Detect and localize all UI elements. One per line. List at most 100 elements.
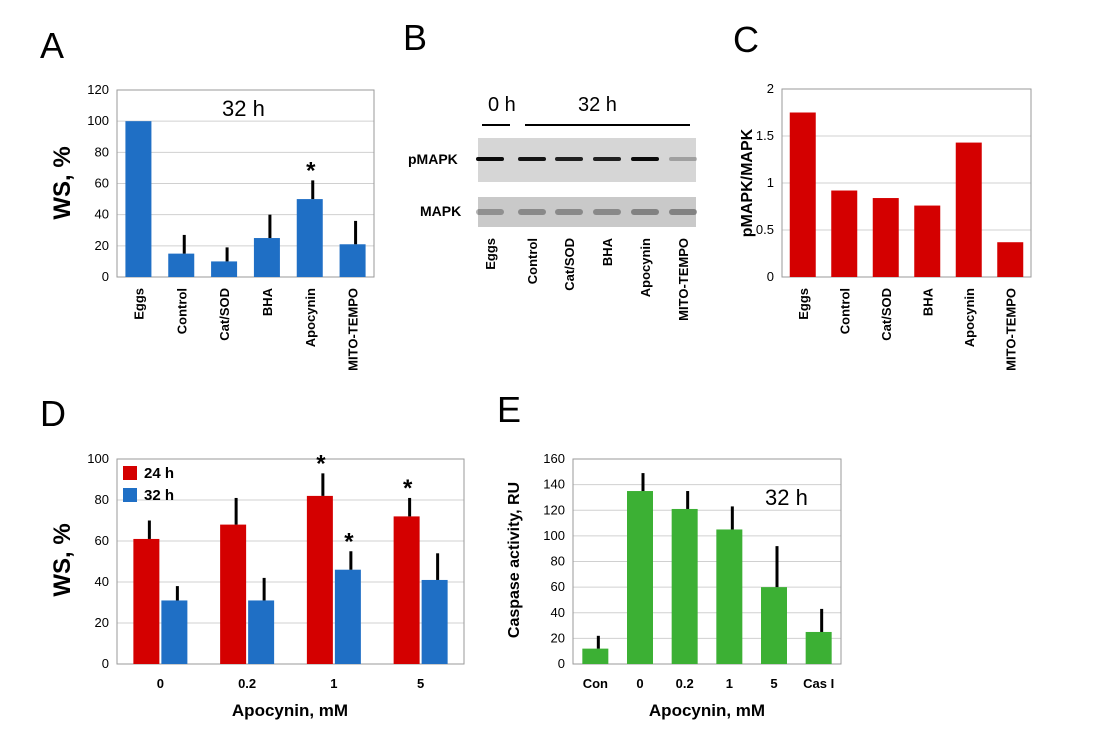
chart-a-ytick: 40	[95, 207, 109, 222]
blot-lane-label: MITO-TEMPO	[676, 238, 691, 321]
pmapk-band	[555, 157, 583, 161]
chart-d-y-axis-label: WS, %	[49, 523, 76, 596]
row-label-pmapk: pMAPK	[408, 151, 458, 167]
blot-lane-label: Cat/SOD	[562, 238, 577, 291]
pmapk-strip	[478, 138, 696, 182]
chart-d-ytick: 60	[95, 533, 109, 548]
chart-a-ytick: 20	[95, 238, 109, 253]
chart-e-category-label: Cas I	[803, 676, 834, 691]
chart-a-category-label: MITO-TEMPO	[346, 288, 361, 371]
chart-a-ytick: 0	[102, 269, 109, 284]
chart-e-ytick: 60	[551, 579, 565, 594]
chart-d-category-label: 5	[417, 676, 424, 691]
row-label-mapk: MAPK	[420, 203, 461, 219]
chart-e-category-label: 1	[726, 676, 733, 691]
pmapk-band	[593, 157, 621, 161]
chart-a-bar	[125, 121, 152, 278]
panel-letter-a: A	[40, 25, 64, 66]
chart-e-category-label: 0.2	[676, 676, 694, 691]
chart-d-ytick: 80	[95, 492, 109, 507]
chart-a-ytick: 120	[87, 82, 109, 97]
mapk-strip	[478, 197, 696, 227]
chart-e-plot-area	[572, 458, 842, 665]
blot-lane-label: Apocynin	[638, 238, 653, 297]
chart-a-bar	[168, 253, 195, 277]
time-label-0h: 0 h	[488, 94, 516, 116]
chart-a-ytick: 60	[95, 176, 109, 191]
chart-d-bar	[248, 600, 275, 664]
chart-e: 0 20 40 60 80 100 120 140 160 Con 0 0.2 1 5 Cas I Caspa…	[506, 451, 842, 720]
chart-c-category-label: Apocynin	[962, 288, 977, 347]
chart-a-y-axis-label: WS, %	[49, 146, 76, 219]
chart-c-ytick: 1	[767, 175, 774, 190]
time-label-32h: 32 h	[578, 94, 617, 116]
blot-lane-label: BHA	[600, 237, 615, 266]
chart-d-bar	[393, 516, 420, 664]
chart-d-bar	[334, 569, 361, 664]
mapk-band	[593, 209, 621, 215]
panel-letter-d: D	[40, 393, 66, 434]
chart-d-bar	[421, 579, 448, 664]
chart-d-ytick: 0	[102, 656, 109, 671]
chart-e-bar	[805, 631, 832, 664]
chart-e-bar	[582, 648, 609, 664]
chart-c-ytick: 1.5	[756, 128, 774, 143]
mapk-band	[518, 209, 546, 215]
chart-c-ytick: 0	[767, 269, 774, 284]
chart-a-category-label: Control	[174, 288, 189, 334]
panel-letter-b: B	[403, 17, 427, 58]
chart-a-bar	[211, 261, 238, 277]
chart-c-bar	[872, 198, 899, 277]
mapk-band	[555, 209, 583, 215]
panel-letter-c: C	[733, 19, 759, 60]
pmapk-band	[476, 157, 504, 161]
chart-a-bar	[253, 238, 280, 277]
mapk-band	[631, 209, 659, 215]
chart-a-bar	[296, 199, 323, 277]
chart-e-ytick: 0	[558, 656, 565, 671]
chart-d-legend-label: 24 h	[144, 465, 174, 482]
chart-c-bar	[914, 205, 941, 277]
chart-e-bar	[627, 491, 653, 664]
chart-c-bar	[955, 142, 982, 277]
pmapk-band	[631, 157, 659, 161]
chart-e-x-axis-label: Apocynin, mM	[649, 701, 765, 720]
chart-d-bar	[306, 495, 333, 664]
pmapk-band	[669, 157, 697, 161]
chart-e-y-axis-label: Caspase activity, RU	[506, 482, 523, 638]
chart-a-annotation: 32 h	[222, 96, 265, 121]
chart-e-ytick: 80	[551, 554, 565, 569]
chart-d-category-label: 0	[157, 676, 164, 691]
chart-d-bar	[161, 600, 188, 664]
chart-a: 0 20 40 60 80 100 120 Eggs Control Cat/SOD BHA Apoc…	[49, 82, 375, 371]
chart-c-category-label: Eggs	[796, 288, 811, 320]
pmapk-band	[518, 157, 546, 161]
chart-d-significance-star: *	[403, 475, 413, 502]
chart-a-ytick: 100	[87, 113, 109, 128]
chart-e-category-label: Con	[583, 676, 608, 691]
chart-e-ytick: 120	[543, 502, 565, 517]
chart-a-category-label: Eggs	[131, 288, 146, 320]
chart-a-significance-star: *	[306, 157, 316, 184]
chart-c-category-label: Cat/SOD	[879, 288, 894, 341]
chart-c-ytick: 2	[767, 81, 774, 96]
chart-d-bar	[133, 538, 160, 664]
chart-d-legend-label: 32 h	[144, 487, 174, 504]
chart-a-category-label: Cat/SOD	[217, 288, 232, 341]
chart-c-bar	[997, 242, 1024, 277]
chart-a-plot-area	[116, 89, 375, 278]
chart-d-category-label: 1	[330, 676, 337, 691]
chart-d-category-label: 0.2	[238, 676, 256, 691]
chart-d: 0 20 40 60 80 100 0 0.2 1 5 * * * 24 h 32 h WS, % Apocyn…	[49, 450, 465, 720]
chart-e-bar	[761, 587, 787, 664]
western-blot: 0 h 32 h pMAPK MAPK Eggs Control Cat/SOD BH…	[408, 94, 697, 321]
chart-c-ytick: 0.5	[756, 222, 774, 237]
chart-a-bar	[339, 244, 366, 277]
chart-a-category-label: BHA	[260, 287, 275, 316]
chart-d-bar	[220, 524, 247, 664]
chart-c-bar	[789, 112, 816, 277]
chart-e-category-label: 5	[770, 676, 777, 691]
chart-a-category-label: Apocynin	[303, 288, 318, 347]
chart-d-significance-star: *	[316, 450, 326, 477]
